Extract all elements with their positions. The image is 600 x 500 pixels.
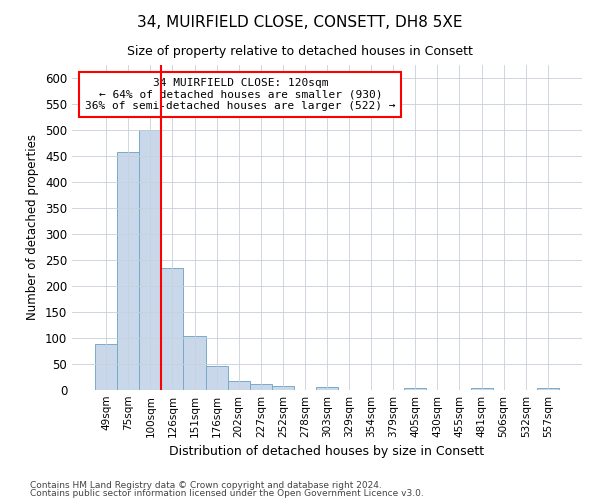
Text: Size of property relative to detached houses in Consett: Size of property relative to detached ho… — [127, 45, 473, 58]
Bar — [470, 388, 493, 390]
Bar — [206, 366, 227, 390]
Text: 34 MUIRFIELD CLOSE: 120sqm
← 64% of detached houses are smaller (930)
36% of sem: 34 MUIRFIELD CLOSE: 120sqm ← 64% of deta… — [85, 78, 395, 111]
Bar — [139, 130, 161, 390]
Bar — [272, 386, 294, 390]
Text: Contains public sector information licensed under the Open Government Licence v3: Contains public sector information licen… — [30, 489, 424, 498]
X-axis label: Distribution of detached houses by size in Consett: Distribution of detached houses by size … — [169, 446, 485, 458]
Bar — [404, 388, 427, 390]
Bar — [117, 152, 139, 390]
Y-axis label: Number of detached properties: Number of detached properties — [26, 134, 40, 320]
Bar — [227, 380, 250, 390]
Bar — [537, 388, 559, 390]
Bar — [95, 344, 117, 390]
Bar — [161, 268, 184, 390]
Bar — [316, 388, 338, 390]
Text: Contains HM Land Registry data © Crown copyright and database right 2024.: Contains HM Land Registry data © Crown c… — [30, 480, 382, 490]
Text: 34, MUIRFIELD CLOSE, CONSETT, DH8 5XE: 34, MUIRFIELD CLOSE, CONSETT, DH8 5XE — [137, 15, 463, 30]
Bar — [250, 384, 272, 390]
Bar — [184, 336, 206, 390]
